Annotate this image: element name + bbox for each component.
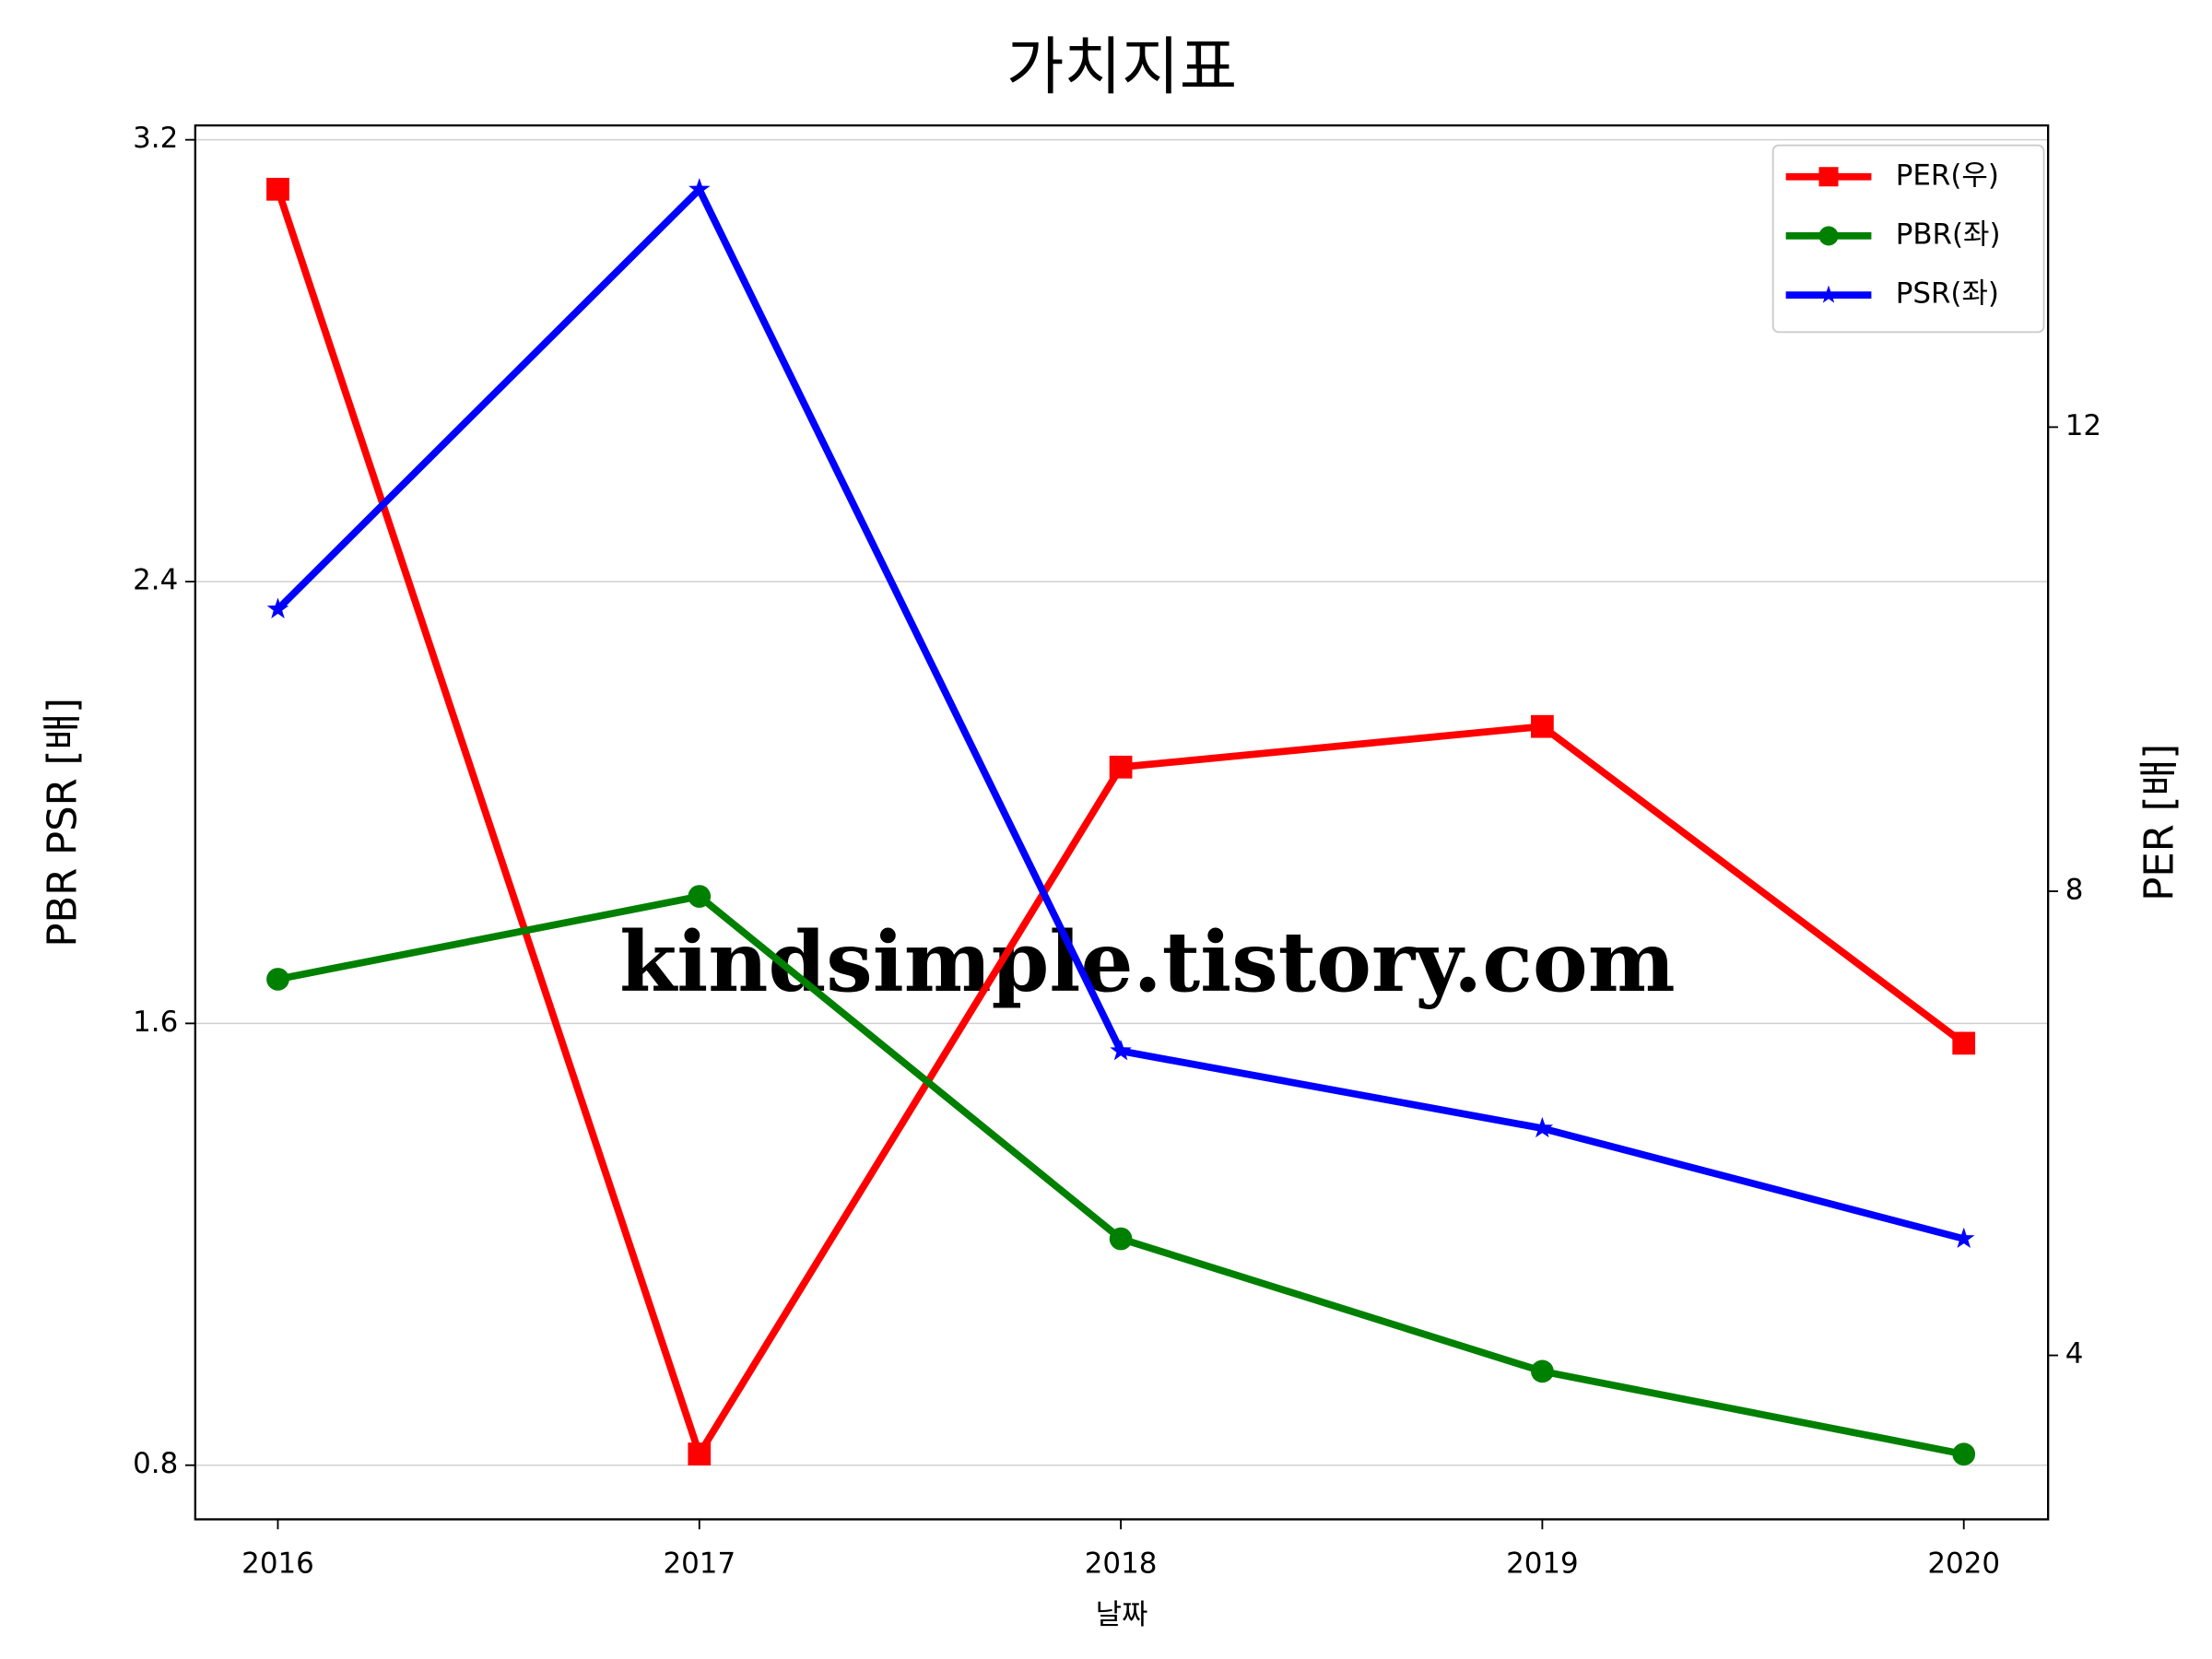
marker [1531, 714, 1554, 738]
watermark: kindsimple.tistory.com [619, 914, 1676, 1011]
x-tick-label: 2019 [1506, 1547, 1579, 1580]
marker [266, 597, 289, 618]
marker [1110, 1039, 1132, 1061]
y-tick-label: 1.6 [133, 1006, 178, 1039]
y-tick-label: 2.4 [133, 564, 178, 597]
legend-label: PER(우) [1896, 159, 1999, 192]
x-tick-label: 2020 [1927, 1547, 2000, 1580]
marker [1818, 285, 1839, 303]
y2-axis-label: PER [배] [2136, 744, 2183, 901]
marker [1109, 1227, 1133, 1251]
y2-tick-label: 12 [2065, 409, 2101, 442]
marker [1818, 226, 1839, 246]
marker [1531, 1116, 1554, 1138]
y-tick-label: 0.8 [133, 1447, 178, 1480]
legend-box [1771, 144, 2045, 334]
legend: PER(우) PBR(좌) PSR(좌) [1771, 144, 2045, 334]
chart-title: 가치지표 [1006, 31, 1237, 104]
y2-tick-label: 8 [2065, 873, 2084, 906]
axes-frame [194, 124, 2050, 1521]
marker [688, 178, 711, 199]
marker [266, 968, 289, 991]
marker [688, 1442, 712, 1465]
y-tick-label: 3.2 [133, 122, 178, 155]
marker [1109, 755, 1133, 779]
y-axis-label: PBR PSR [배] [41, 698, 87, 947]
x-axis-label: 날짜 [1096, 1598, 1148, 1631]
marker [1952, 1031, 1976, 1055]
marker [1952, 1227, 1975, 1249]
x-tick-label: 2018 [1085, 1547, 1158, 1580]
x-tick-label: 2017 [663, 1547, 735, 1580]
y2-tick-label: 4 [2065, 1337, 2084, 1371]
x-tick-label: 2016 [241, 1547, 314, 1580]
marker [1531, 1359, 1554, 1383]
legend-label: PSR(좌) [1896, 277, 1999, 311]
legend-label: PBR(좌) [1896, 218, 2001, 251]
marker [266, 177, 289, 201]
marker [1952, 1442, 1976, 1466]
marker [1818, 167, 1839, 187]
marker [688, 885, 712, 908]
